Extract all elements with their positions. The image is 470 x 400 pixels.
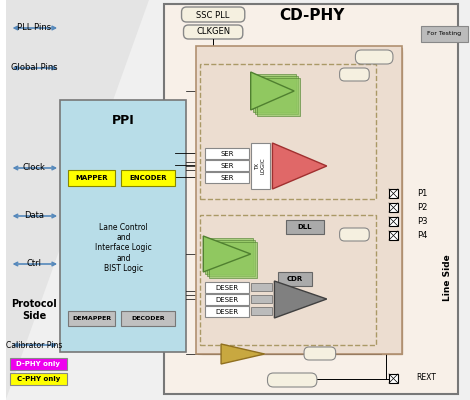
Bar bbox=[209, 242, 257, 278]
Text: MAPPER: MAPPER bbox=[75, 175, 108, 181]
Text: CD: CD bbox=[314, 348, 325, 358]
Text: HS-TX: HS-TX bbox=[286, 163, 309, 169]
Text: TX: TX bbox=[350, 70, 360, 78]
Bar bbox=[200, 50, 402, 354]
Text: data: data bbox=[256, 308, 267, 314]
Text: LP-RX: LP-RX bbox=[212, 251, 235, 257]
FancyBboxPatch shape bbox=[355, 50, 393, 64]
Bar bbox=[196, 46, 402, 354]
Text: CLKGEN: CLKGEN bbox=[196, 28, 230, 36]
Bar bbox=[121, 311, 175, 326]
Bar bbox=[421, 26, 468, 42]
Text: PPI: PPI bbox=[112, 114, 134, 126]
Bar bbox=[257, 78, 300, 116]
FancyBboxPatch shape bbox=[267, 373, 317, 387]
Text: For Testing: For Testing bbox=[427, 32, 462, 36]
Text: Line Side: Line Side bbox=[443, 255, 452, 301]
Text: RCAL: RCAL bbox=[282, 376, 302, 384]
Text: P1: P1 bbox=[417, 188, 427, 198]
Bar bbox=[286, 220, 324, 234]
Text: C-PHY only: C-PHY only bbox=[16, 376, 60, 382]
Text: DESER: DESER bbox=[215, 308, 239, 314]
Bar bbox=[68, 170, 115, 186]
Text: SSC PLL: SSC PLL bbox=[196, 10, 230, 20]
Text: D-PHY only: D-PHY only bbox=[16, 361, 60, 367]
Bar bbox=[164, 4, 458, 394]
Text: CDR: CDR bbox=[287, 276, 303, 282]
Bar bbox=[205, 160, 249, 171]
Bar bbox=[121, 170, 175, 186]
Text: SER: SER bbox=[220, 162, 234, 168]
Text: Clock: Clock bbox=[23, 164, 46, 172]
Text: Lane Control
and
Interface Logic
and
BIST Logic: Lane Control and Interface Logic and BIS… bbox=[95, 223, 152, 273]
Bar bbox=[389, 231, 398, 240]
Polygon shape bbox=[274, 281, 327, 318]
Text: data: data bbox=[256, 296, 267, 302]
Polygon shape bbox=[204, 236, 251, 272]
Text: LP-TX: LP-TX bbox=[257, 88, 278, 94]
Text: SER: SER bbox=[220, 150, 234, 156]
Bar bbox=[253, 74, 296, 112]
Text: LANE: LANE bbox=[364, 52, 384, 62]
Polygon shape bbox=[221, 344, 265, 364]
Bar bbox=[389, 203, 398, 212]
FancyBboxPatch shape bbox=[340, 228, 369, 241]
Text: DESER: DESER bbox=[215, 296, 239, 302]
Bar bbox=[389, 189, 398, 198]
FancyBboxPatch shape bbox=[304, 347, 336, 360]
Bar bbox=[205, 306, 249, 317]
Bar bbox=[251, 143, 270, 189]
Text: Protocol
Side: Protocol Side bbox=[11, 299, 57, 321]
Bar bbox=[278, 272, 312, 286]
Bar bbox=[255, 76, 298, 114]
Text: Ctrl: Ctrl bbox=[27, 260, 42, 268]
Bar bbox=[205, 148, 249, 159]
Bar bbox=[205, 282, 249, 293]
Text: DEMAPPER: DEMAPPER bbox=[72, 316, 111, 320]
Text: DESER: DESER bbox=[215, 284, 239, 290]
Bar bbox=[251, 295, 273, 303]
Text: Calibrator Pins: Calibrator Pins bbox=[6, 340, 63, 350]
Bar bbox=[251, 283, 273, 291]
Bar bbox=[60, 100, 187, 352]
Bar bbox=[202, 52, 402, 354]
Bar bbox=[207, 240, 255, 276]
Text: HS-RX: HS-RX bbox=[286, 296, 310, 302]
Bar bbox=[68, 311, 115, 326]
FancyBboxPatch shape bbox=[181, 7, 245, 22]
Text: DECODER: DECODER bbox=[131, 316, 165, 320]
Bar bbox=[389, 217, 398, 226]
Text: data: data bbox=[256, 284, 267, 290]
Bar bbox=[389, 374, 398, 383]
Text: Data: Data bbox=[24, 212, 44, 220]
FancyBboxPatch shape bbox=[340, 68, 369, 81]
FancyBboxPatch shape bbox=[183, 25, 243, 39]
Text: REXT: REXT bbox=[417, 374, 437, 382]
Bar bbox=[10, 358, 67, 370]
Polygon shape bbox=[273, 143, 327, 189]
Text: LP-CD: LP-CD bbox=[229, 351, 252, 357]
Text: P2: P2 bbox=[417, 202, 427, 212]
Text: SER: SER bbox=[220, 174, 234, 180]
Bar bbox=[200, 64, 376, 199]
Bar bbox=[10, 373, 67, 385]
Text: Global Pins: Global Pins bbox=[11, 64, 58, 72]
Text: P4: P4 bbox=[417, 230, 427, 240]
Polygon shape bbox=[6, 0, 149, 400]
Text: RX: RX bbox=[349, 230, 360, 240]
Text: CD-PHY: CD-PHY bbox=[279, 8, 345, 22]
Bar bbox=[205, 172, 249, 183]
Bar bbox=[198, 48, 402, 354]
Bar bbox=[200, 215, 376, 345]
Text: DLL: DLL bbox=[298, 224, 312, 230]
Text: TX
LOGIC: TX LOGIC bbox=[255, 158, 266, 174]
Polygon shape bbox=[251, 72, 294, 110]
Text: P3: P3 bbox=[417, 216, 427, 226]
Bar bbox=[205, 238, 253, 274]
Text: PLL Pins: PLL Pins bbox=[17, 24, 51, 32]
Bar bbox=[205, 294, 249, 305]
Text: ENCODER: ENCODER bbox=[129, 175, 167, 181]
Bar bbox=[251, 307, 273, 315]
